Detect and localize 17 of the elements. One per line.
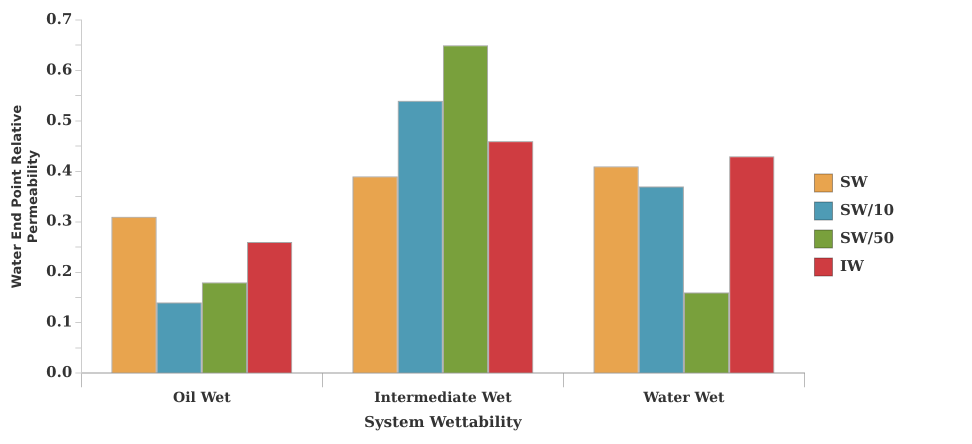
legend-label: SW	[840, 172, 869, 191]
y-tick-label: 0.5	[46, 110, 72, 129]
y-tick-label: 0.4	[46, 161, 72, 180]
y-tick-label: 0.6	[46, 60, 72, 78]
y-axis-title: Water End Point Relative Permeability	[10, 104, 41, 288]
y-tick-label: 0.7	[46, 10, 72, 28]
y-tick-label: 0.2	[46, 262, 72, 280]
y-tick-label: 0.1	[46, 312, 72, 331]
legend-label: IW	[840, 256, 865, 275]
legend-label: SW/50	[840, 228, 894, 247]
x-tick-label: Oil Wet	[172, 390, 232, 406]
y-tick-label: 0.3	[46, 212, 72, 230]
y-tick-label: 0.0	[46, 363, 72, 382]
x-tick-label: Water Wet	[642, 390, 726, 406]
x-tick-label: Intermediate Wet	[374, 390, 512, 406]
legend-label: SW/10	[840, 200, 894, 219]
x-axis-title: System Wettability	[364, 412, 523, 431]
